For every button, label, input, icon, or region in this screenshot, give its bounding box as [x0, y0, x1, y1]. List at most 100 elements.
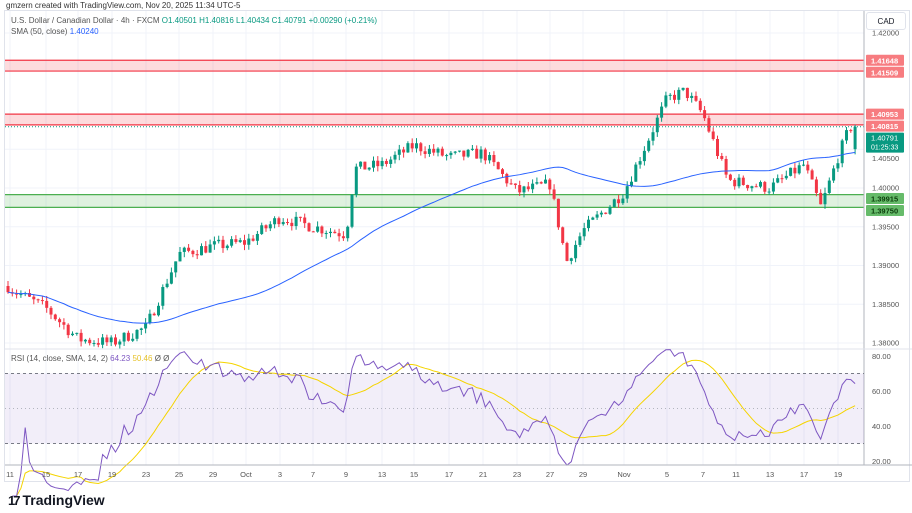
- candle-body: [617, 199, 621, 204]
- price-level-badge: [866, 108, 904, 120]
- candle-body: [466, 149, 470, 157]
- candle-body: [853, 126, 857, 150]
- candle-body: [578, 236, 582, 245]
- rsi-band-fill: [5, 373, 864, 444]
- candle-body: [161, 287, 165, 306]
- candle-body: [367, 167, 371, 170]
- candle-body: [728, 174, 732, 180]
- candle-body: [273, 218, 277, 225]
- candle-body: [505, 173, 509, 184]
- currency-button[interactable]: CAD: [866, 12, 906, 30]
- candle-body: [827, 180, 831, 193]
- candle-body: [574, 244, 578, 259]
- candle-body: [217, 239, 221, 242]
- candle-body: [427, 148, 431, 154]
- candle-body: [793, 167, 797, 174]
- candle-body: [243, 240, 246, 245]
- candle-body: [45, 300, 49, 308]
- rsi-ma-line: [12, 359, 856, 497]
- candle-body: [513, 183, 517, 186]
- candle-body: [703, 110, 707, 119]
- candle-body: [58, 319, 62, 323]
- candle-body: [776, 178, 780, 183]
- candle-body: [453, 151, 457, 153]
- candle-body: [195, 254, 199, 256]
- support-zone: [5, 194, 864, 208]
- candle-body: [329, 231, 332, 234]
- candle-body: [337, 233, 341, 237]
- price-tick-label: 1.42000: [872, 29, 899, 38]
- price-level-badge: [866, 54, 904, 66]
- candle-body: [341, 236, 345, 239]
- candle-body: [354, 166, 358, 195]
- price-tick-label: 1.39500: [872, 222, 899, 231]
- candle-body: [647, 140, 651, 151]
- candle-body: [531, 183, 535, 190]
- candle-body: [311, 231, 315, 233]
- price-tick-label: 1.40500: [872, 154, 899, 163]
- time-tick-label: 17: [74, 470, 82, 479]
- time-tick-label: 23: [513, 470, 521, 479]
- candle-body: [604, 212, 608, 214]
- rsi-tick-label: 40.00: [872, 422, 891, 431]
- candle-body: [518, 185, 522, 193]
- candle-body: [483, 149, 487, 161]
- price-level-label: 1.39750: [871, 207, 898, 216]
- candle-body: [737, 177, 741, 187]
- candle-body: [814, 179, 818, 193]
- resistance-zone: [5, 60, 864, 72]
- brand-name: TradingView: [22, 492, 105, 508]
- sma-label: SMA (50, close): [11, 27, 68, 36]
- price-level-label: 1.40815: [871, 122, 898, 131]
- candle-body: [789, 167, 793, 176]
- sma-line: [7, 151, 856, 324]
- change-value: +0.00290 (+0.21%): [308, 16, 378, 25]
- candle-body: [75, 332, 79, 334]
- candle-body: [475, 148, 479, 159]
- time-tick-label: 13: [378, 470, 386, 479]
- price-level-badge: [866, 193, 904, 204]
- candle-body: [423, 151, 427, 154]
- candle-body: [621, 198, 625, 204]
- rsi-extra-1: Ø: [154, 354, 161, 363]
- candle-body: [569, 258, 573, 261]
- time-tick-label: 25: [175, 470, 183, 479]
- time-tick-label: 21: [479, 470, 487, 479]
- rsi-value: 64.23: [110, 354, 131, 363]
- symbol-legend: U.S. Dollar / Canadian Dollar · 4h · FXC…: [11, 16, 377, 25]
- candle-body: [522, 186, 526, 193]
- price-tick-label: 1.38000: [872, 339, 899, 348]
- candle-body: [415, 143, 418, 149]
- candle-body: [174, 261, 178, 273]
- candle-body: [750, 186, 754, 189]
- rsi-label: RSI (14, close, SMA, 14, 2): [11, 354, 108, 363]
- candle-body: [492, 155, 496, 163]
- candle-body: [763, 182, 767, 192]
- candle-body: [832, 168, 836, 181]
- candle-body: [716, 139, 719, 157]
- close-value: C1.40791: [271, 16, 307, 25]
- candle-body: [298, 216, 302, 218]
- time-tick-label: Nov: [617, 470, 631, 479]
- bar-countdown-label: 01:25:33: [871, 145, 898, 152]
- candle-body: [114, 337, 117, 345]
- candle-body: [333, 231, 337, 234]
- time-tick-label: 23: [142, 470, 150, 479]
- candle-body: [148, 313, 152, 323]
- candle-body: [32, 296, 36, 300]
- candle-body: [268, 224, 272, 229]
- time-tick-label: Oct: [240, 470, 253, 479]
- candle-body: [673, 94, 676, 100]
- candle-body: [733, 179, 737, 187]
- candle-body: [350, 194, 354, 227]
- candle-body: [552, 189, 556, 199]
- candle-body: [6, 286, 10, 293]
- candle-body: [741, 177, 745, 185]
- candle-body: [810, 170, 814, 180]
- time-tick-label: 27: [546, 470, 554, 479]
- candle-body: [303, 217, 307, 224]
- candle-body: [152, 313, 156, 316]
- candle-body: [681, 87, 685, 90]
- candle-body: [71, 333, 74, 336]
